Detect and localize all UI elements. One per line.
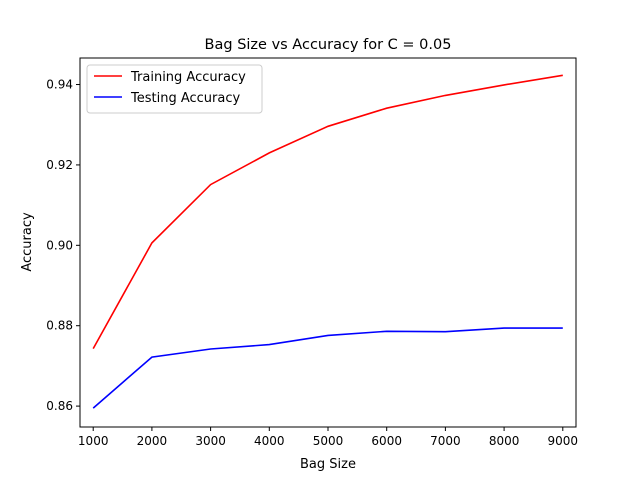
x-axis-label: Bag Size [300, 457, 356, 472]
training-accuracy-line [92, 74, 563, 349]
plot-lines [92, 74, 563, 409]
chart-title: Bag Size vs Accuracy for C = 0.05 [205, 37, 452, 53]
legend-box [86, 64, 263, 114]
y-axis: 0.86 0.88 0.90 0.92 0.94 [46, 78, 80, 413]
y-axis-label: Accuracy [20, 212, 35, 272]
x-tick-label: 8000 [489, 434, 520, 448]
legend-label-testing-accuracy: Testing Accuracy [130, 91, 240, 106]
x-tick-label: 5000 [313, 434, 344, 448]
y-tick-label: 0.90 [46, 238, 73, 252]
legend-label-training-accuracy: Training Accuracy [130, 70, 246, 85]
legend: Training Accuracy Testing Accuracy [86, 64, 263, 114]
x-tick-label: 1000 [78, 434, 109, 448]
x-tick-label: 9000 [548, 434, 579, 448]
testing-accuracy-line [92, 327, 563, 409]
x-axis: 1000 2000 3000 4000 5000 6000 7000 8000 9000 [78, 427, 578, 448]
y-tick-label: 0.86 [46, 399, 73, 413]
x-tick-label: 3000 [195, 434, 226, 448]
x-tick-label: 7000 [430, 434, 461, 448]
x-tick-label: 4000 [254, 434, 285, 448]
x-tick-label: 2000 [137, 434, 168, 448]
x-tick-label: 6000 [371, 434, 402, 448]
y-tick-label: 0.94 [46, 78, 73, 92]
y-tick-label: 0.92 [46, 158, 73, 172]
y-tick-label: 0.88 [46, 319, 73, 333]
